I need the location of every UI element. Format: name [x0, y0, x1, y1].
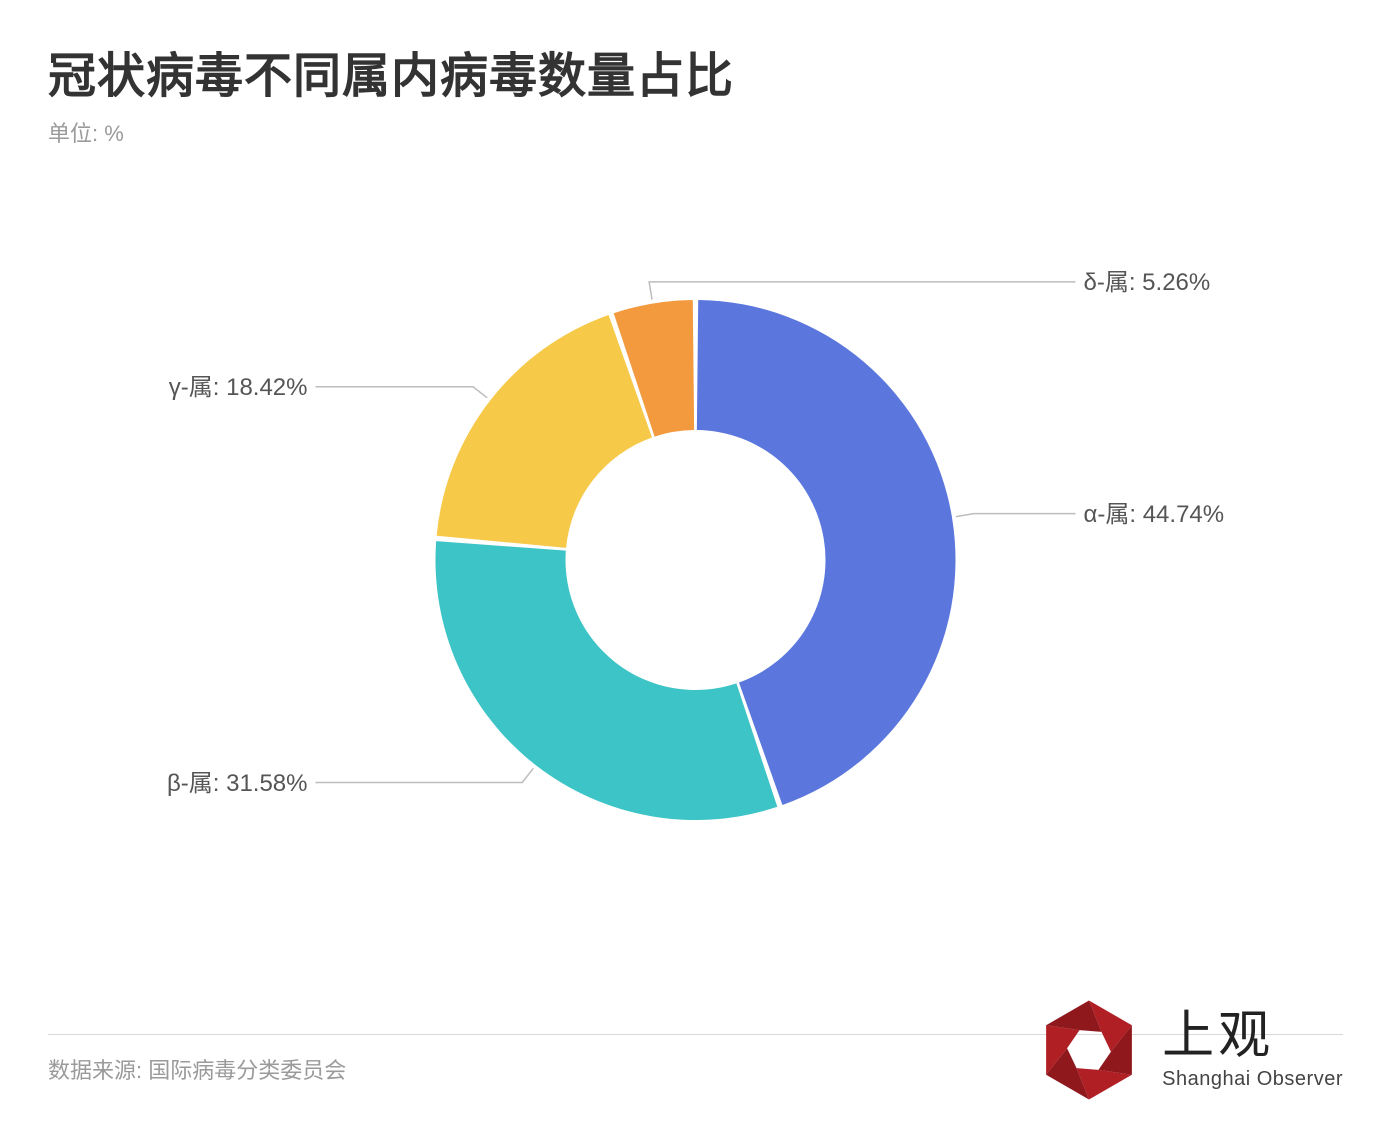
brand-logo-icon: [1034, 995, 1144, 1105]
label-delta: δ-属: 5.26%: [1084, 269, 1211, 296]
brand-block: 上观 Shanghai Observer: [1034, 995, 1343, 1105]
label-alpha: α-属: 44.74%: [1084, 501, 1225, 528]
page-root: 冠状病毒不同属内病毒数量占比 单位: % α-属: 44.74% β-属: 31.…: [0, 0, 1391, 1145]
leader-beta: [316, 768, 534, 782]
chart-title: 冠状病毒不同属内病毒数量占比: [48, 36, 1343, 106]
slice-beta: [435, 541, 777, 820]
leader-delta: [649, 282, 1075, 300]
brand-name-en: Shanghai Observer: [1162, 1068, 1343, 1091]
slice-gamma: [437, 315, 652, 548]
brand-name-cn: 上观: [1162, 1010, 1343, 1062]
donut-svg: α-属: 44.74% β-属: 31.58% γ-属: 18.42% δ-属: 5.…: [0, 210, 1391, 910]
label-beta: β-属: 31.58%: [167, 770, 308, 797]
leader-gamma: [316, 387, 488, 398]
brand-text: 上观 Shanghai Observer: [1162, 1010, 1343, 1091]
chart-subtitle: 单位: %: [48, 116, 1343, 148]
leader-alpha: [956, 514, 1076, 517]
label-gamma: γ-属: 18.42%: [169, 374, 308, 401]
donut-chart: α-属: 44.74% β-属: 31.58% γ-属: 18.42% δ-属: 5.…: [0, 210, 1391, 910]
